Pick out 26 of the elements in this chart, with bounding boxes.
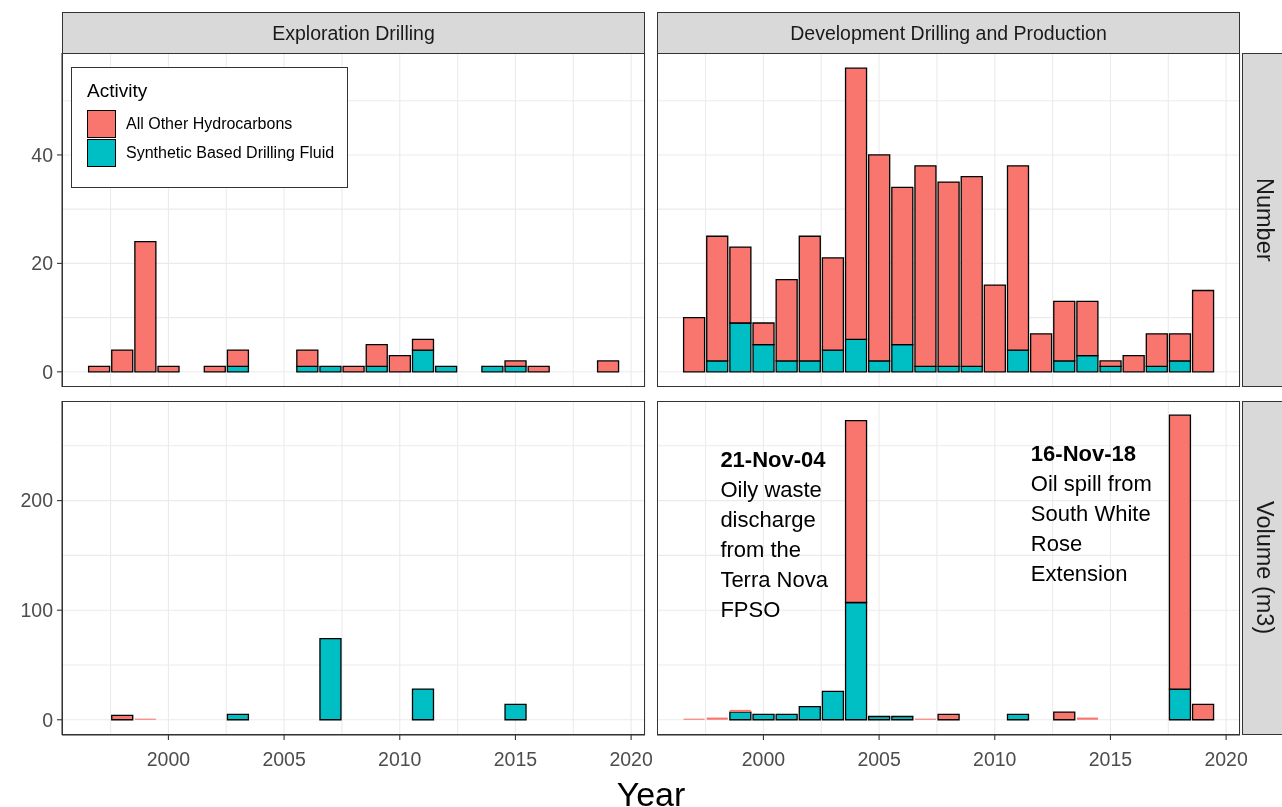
y-tick-label: 40 — [31, 143, 54, 166]
legend-title: Activity — [87, 79, 148, 101]
x-tick-label: 2000 — [741, 747, 786, 770]
chart-title: Development Drilling and Production — [790, 21, 1107, 45]
y-tick-label: 0 — [42, 360, 54, 383]
x-tick-label: 2000 — [146, 747, 191, 770]
annotation: 21-Nov-04 Oily waste discharge from the Terra Nova FPSO — [720, 446, 828, 622]
legend-label: All Other Hydrocarbons — [126, 115, 293, 132]
legend-label: Synthetic Based Drilling Fluid — [126, 144, 335, 161]
x-axis-title: Year — [616, 775, 686, 807]
x-tick-label: 2015 — [1088, 747, 1133, 770]
x-tick-label: 2005 — [262, 747, 306, 770]
y-tick-label: 20 — [31, 252, 54, 275]
y-tick-label: 100 — [20, 599, 54, 622]
y-axis-title: Volume (m3) — [1251, 501, 1278, 635]
annotation: 16-Nov-18 Oil spill from South White Rose Extension — [1030, 441, 1152, 587]
x-tick-label: 2010 — [378, 747, 422, 770]
x-tick-label: 2005 — [857, 747, 901, 770]
x-tick-label: 2010 — [973, 747, 1017, 770]
y-tick-label: 0 — [42, 708, 54, 731]
y-axis-title: Number — [1251, 178, 1278, 262]
y-tick-label: 200 — [20, 489, 54, 512]
x-tick-label: 2015 — [493, 747, 538, 770]
x-tick-label: 2020 — [1204, 747, 1248, 770]
x-tick-label: 2020 — [609, 747, 653, 770]
chart-title: Exploration Drilling — [272, 21, 435, 45]
